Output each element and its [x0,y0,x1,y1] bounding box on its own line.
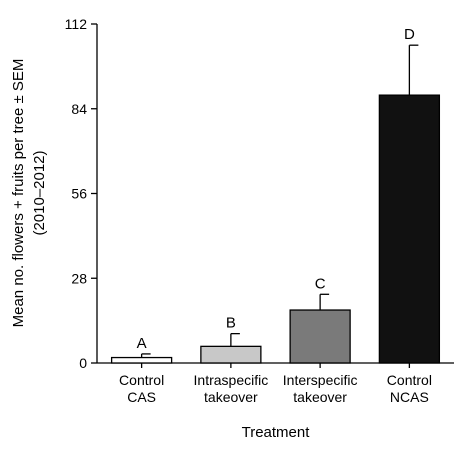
bar [289,309,351,364]
x-tick-label: takeover [293,389,347,405]
y-tick-label: 0 [79,355,87,371]
y-axis-title: Mean no. flowers + fruits per tree ± SEM [10,59,27,328]
significance-label: B [226,315,236,332]
bar [110,356,173,364]
y-tick-label: 28 [71,270,87,286]
x-axis-title: Treatment [242,424,311,441]
y-tick-label: 84 [71,101,87,117]
y-tick-label: 56 [71,186,87,202]
bar [378,94,441,364]
significance-label: A [137,335,147,352]
significance-label: C [315,275,326,292]
x-tick-label: Intraspecific [194,372,269,388]
y-tick-label: 112 [65,16,88,32]
x-tick-label: takeover [204,389,258,405]
x-tick-label: Control [387,372,432,388]
bar [200,345,262,364]
x-tick-label: NCAS [390,389,429,405]
x-tick-label: Interspecific [283,372,358,388]
x-tick-label: Control [119,372,164,388]
y-axis-title: (2010–2012) [31,150,48,235]
significance-label: D [404,26,415,43]
x-tick-label: CAS [127,389,156,405]
